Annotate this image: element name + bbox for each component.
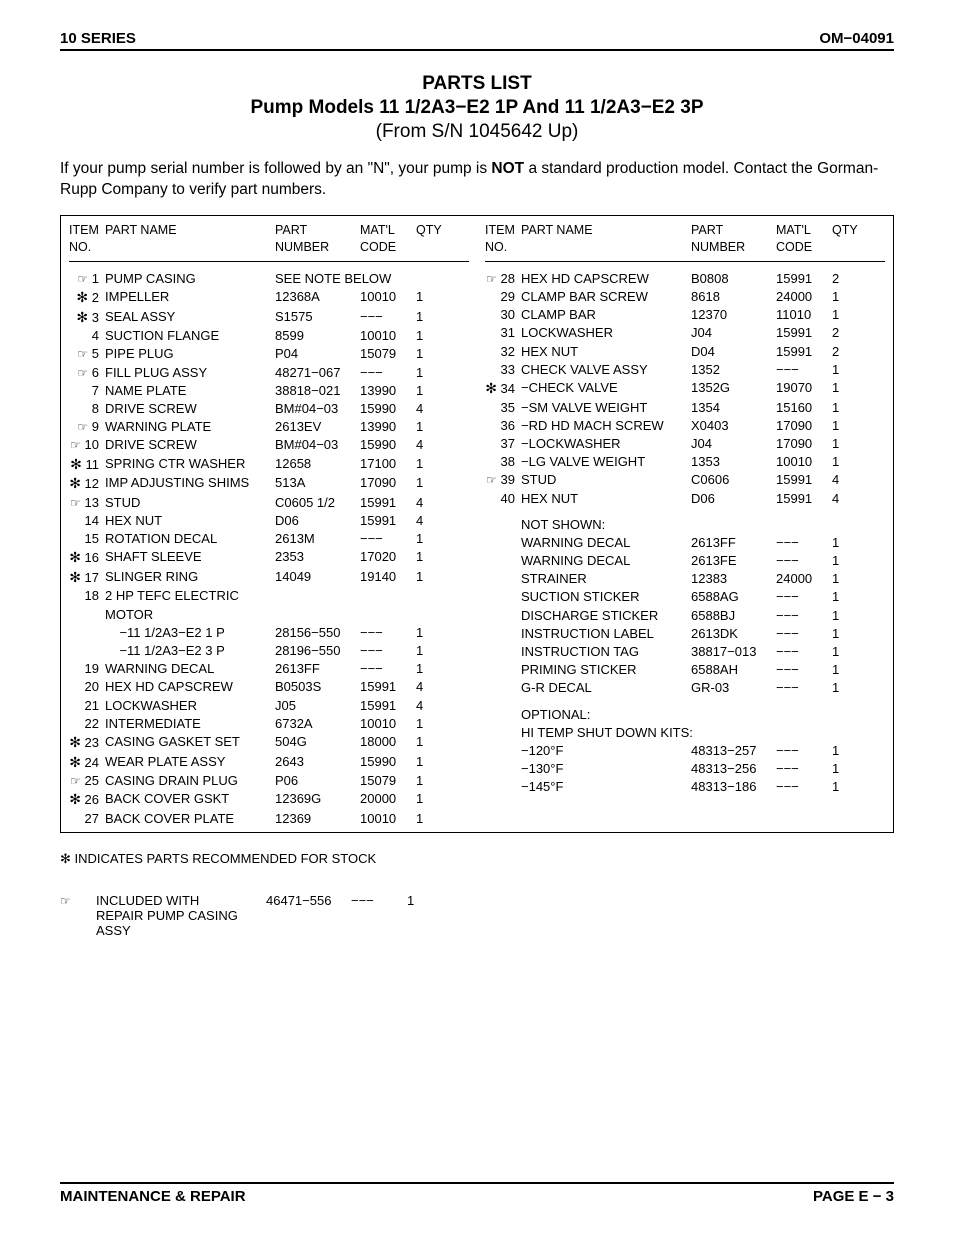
table-row: 21 LOCKWASHER J05 15991 4 xyxy=(69,697,469,715)
table-row: 27 BACK COVER PLATE 12369 10010 1 xyxy=(69,810,469,828)
hand-icon: ☞ xyxy=(77,419,88,436)
table-row: WARNING DECAL 2613FE −−− 1 xyxy=(485,552,885,570)
col-header-row: ITEMNO. PART NAME PARTNUMBER MAT'LCODE Q… xyxy=(69,222,469,259)
table-row: ☞ 28 HEX HD CAPSCREW B0808 15991 2 xyxy=(485,270,885,288)
page-footer: MAINTENANCE & REPAIR PAGE E − 3 xyxy=(60,1182,894,1205)
table-row: ✻ 16 SHAFT SLEEVE 2353 17020 1 xyxy=(69,548,469,568)
table-row: ✻ 34 −CHECK VALVE 1352G 19070 1 xyxy=(485,379,885,399)
table-row: 4 SUCTION FLANGE 8599 10010 1 xyxy=(69,327,469,345)
optional-sub: HI TEMP SHUT DOWN KITS: xyxy=(521,724,862,742)
table-row: 14 HEX NUT D06 15991 4 xyxy=(69,512,469,530)
table-row: 40 HEX NUT D06 15991 4 xyxy=(485,490,885,508)
table-row: 8 DRIVE SCREW BM#04−03 15990 4 xyxy=(69,400,469,418)
table-row: 20 HEX HD CAPSCREW B0503S 15991 4 xyxy=(69,678,469,696)
table-row: ☞ 6 FILL PLUG ASSY 48271−067 −−− 1 xyxy=(69,364,469,382)
star-icon: ✻ xyxy=(69,754,81,770)
table-row: ☞ 5 PIPE PLUG P04 15079 1 xyxy=(69,345,469,363)
star-icon: ✻ xyxy=(69,475,81,491)
table-row: DISCHARGE STICKER 6588BJ −−− 1 xyxy=(485,607,885,625)
table-row: ☞ 25 CASING DRAIN PLUG P06 15079 1 xyxy=(69,772,469,790)
table-row: INSTRUCTION LABEL 2613DK −−− 1 xyxy=(485,625,885,643)
table-row: 32 HEX NUT D04 15991 2 xyxy=(485,343,885,361)
table-row: 22 INTERMEDIATE 6732A 10010 1 xyxy=(69,715,469,733)
title-block: PARTS LIST Pump Models 11 1/2A3−E2 1P An… xyxy=(60,73,894,143)
header-left: 10 SERIES xyxy=(60,30,136,47)
title-2: Pump Models 11 1/2A3−E2 1P And 11 1/2A3−… xyxy=(60,97,894,119)
table-row: ☞ 39 STUD C0606 15991 4 xyxy=(485,471,885,489)
hand-icon: ☞ xyxy=(77,365,88,382)
table-row: 7 NAME PLATE 38818−021 13990 1 xyxy=(69,382,469,400)
table-row: −11 1/2A3−E2 3 P 28196−550 −−− 1 xyxy=(69,642,469,660)
table-row: 33 CHECK VALVE ASSY 1352 −−− 1 xyxy=(485,361,885,379)
table-row: INSTRUCTION TAG 38817−013 −−− 1 xyxy=(485,643,885,661)
star-icon: ✻ xyxy=(76,289,88,305)
star-icon: ✻ xyxy=(69,734,81,750)
parts-table: ITEMNO. PART NAME PARTNUMBER MAT'LCODE Q… xyxy=(60,215,894,833)
star-icon: ✻ xyxy=(69,549,81,565)
table-row: ☞ 10 DRIVE SCREW BM#04−03 15990 4 xyxy=(69,436,469,454)
not-shown-label: NOT SHOWN: xyxy=(485,516,885,534)
col-header-row: ITEMNO. PART NAME PARTNUMBER MAT'LCODE Q… xyxy=(485,222,885,259)
table-row: ✻ 24 WEAR PLATE ASSY 2643 15990 1 xyxy=(69,753,469,773)
table-row: 35 −SM VALVE WEIGHT 1354 15160 1 xyxy=(485,399,885,417)
table-row: −130°F 48313−256 −−− 1 xyxy=(485,760,885,778)
table-row: 38 −LG VALVE WEIGHT 1353 10010 1 xyxy=(485,453,885,471)
footer-left: MAINTENANCE & REPAIR xyxy=(60,1188,246,1205)
table-row: −11 1/2A3−E2 1 P 28156−550 −−− 1 xyxy=(69,624,469,642)
table-row: −145°F 48313−186 −−− 1 xyxy=(485,778,885,796)
intro-text: If your pump serial number is followed b… xyxy=(60,159,894,201)
table-row: 36 −RD HD MACH SCREW X0403 17090 1 xyxy=(485,417,885,435)
hand-icon: ☞ xyxy=(70,495,81,512)
table-row: WARNING DECAL 2613FF −−− 1 xyxy=(485,534,885,552)
optional-label: OPTIONAL: xyxy=(485,706,885,724)
star-icon: ✻ xyxy=(70,456,82,472)
hand-icon: ☞ xyxy=(60,894,71,908)
star-icon: ✻ xyxy=(485,380,497,396)
hand-icon: ☞ xyxy=(77,271,88,288)
included-row: ☞ INCLUDED WITH REPAIR PUMP CASING ASSY … xyxy=(60,893,894,938)
table-row: −120°F 48313−257 −−− 1 xyxy=(485,742,885,760)
table-row: 18 2 HP TEFC ELECTRIC MOTOR xyxy=(69,587,469,623)
table-row: ✻ 26 BACK COVER GSKT 12369G 20000 1 xyxy=(69,790,469,810)
hand-icon: ☞ xyxy=(70,773,81,790)
table-row: ☞ 1 PUMP CASING SEE NOTE BELOW xyxy=(69,270,469,288)
table-row: ✻ 3 SEAL ASSY S1575 −−− 1 xyxy=(69,308,469,328)
table-row: 31 LOCKWASHER J04 15991 2 xyxy=(485,324,885,342)
table-row: ☞ 13 STUD C0605 1/2 15991 4 xyxy=(69,494,469,512)
table-row: 15 ROTATION DECAL 2613M −−− 1 xyxy=(69,530,469,548)
parts-col-left: ITEMNO. PART NAME PARTNUMBER MAT'LCODE Q… xyxy=(61,216,477,832)
footnote-star: ✻ INDICATES PARTS RECOMMENDED FOR STOCK xyxy=(60,851,894,867)
table-row: SUCTION STICKER 6588AG −−− 1 xyxy=(485,588,885,606)
hand-icon: ☞ xyxy=(486,472,497,489)
parts-col-right: ITEMNO. PART NAME PARTNUMBER MAT'LCODE Q… xyxy=(477,216,893,832)
table-row: ✻ 23 CASING GASKET SET 504G 18000 1 xyxy=(69,733,469,753)
table-row: ☞ 9 WARNING PLATE 2613EV 13990 1 xyxy=(69,418,469,436)
table-row: 19 WARNING DECAL 2613FF −−− 1 xyxy=(69,660,469,678)
footer-right: PAGE E − 3 xyxy=(813,1188,894,1205)
table-row: 29 CLAMP BAR SCREW 8618 24000 1 xyxy=(485,288,885,306)
title-1: PARTS LIST xyxy=(60,73,894,95)
table-row: 30 CLAMP BAR 12370 11010 1 xyxy=(485,306,885,324)
table-row: ✻ 17 SLINGER RING 14049 19140 1 xyxy=(69,568,469,588)
star-icon: ✻ xyxy=(76,309,88,325)
table-row: ✻ 12 IMP ADJUSTING SHIMS 513A 17090 1 xyxy=(69,474,469,494)
header-right: OM−04091 xyxy=(819,30,894,47)
table-row: G-R DECAL GR-03 −−− 1 xyxy=(485,679,885,697)
hand-icon: ☞ xyxy=(70,437,81,454)
title-3: (From S/N 1045642 Up) xyxy=(60,121,894,143)
star-icon: ✻ xyxy=(69,791,81,807)
table-row: PRIMING STICKER 6588AH −−− 1 xyxy=(485,661,885,679)
star-icon: ✻ xyxy=(69,569,81,585)
table-row: ✻ 2 IMPELLER 12368A 10010 1 xyxy=(69,288,469,308)
table-row: ✻ 11 SPRING CTR WASHER 12658 17100 1 xyxy=(69,455,469,475)
hand-icon: ☞ xyxy=(486,271,497,288)
table-row: STRAINER 12383 24000 1 xyxy=(485,570,885,588)
table-row: 37 −LOCKWASHER J04 17090 1 xyxy=(485,435,885,453)
hand-icon: ☞ xyxy=(77,346,88,363)
page-header: 10 SERIES OM−04091 xyxy=(60,30,894,51)
